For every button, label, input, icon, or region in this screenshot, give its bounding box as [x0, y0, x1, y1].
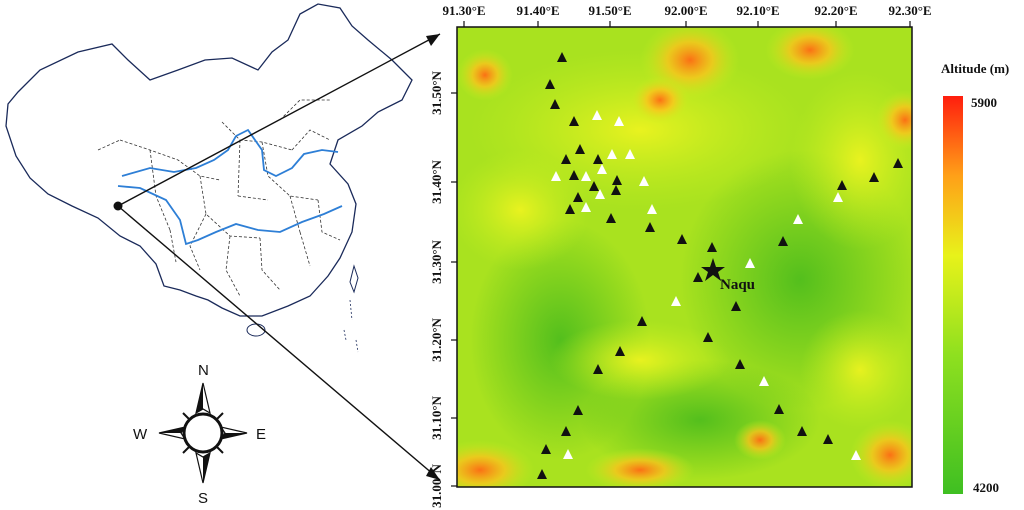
triangle-marker-icon [565, 204, 575, 214]
triangle-marker-icon [606, 213, 616, 223]
triangle-marker-icon [550, 99, 560, 109]
triangle-marker-icon [551, 171, 561, 181]
terrain-map [457, 27, 912, 487]
triangle-marker-icon [837, 180, 847, 190]
triangle-marker-icon [778, 236, 788, 246]
triangle-marker-icon [639, 176, 649, 186]
triangle-marker-icon [612, 175, 622, 185]
triangle-marker-icon [707, 242, 717, 252]
china-outline [5, 3, 413, 317]
compass-south-label: S [198, 490, 208, 507]
triangle-marker-icon [869, 172, 879, 182]
triangle-marker-icon [759, 376, 769, 386]
triangle-marker-icon [593, 364, 603, 374]
triangle-marker-icon [589, 181, 599, 191]
triangle-marker-icon [645, 222, 655, 232]
triangle-marker-icon [833, 192, 843, 202]
connector-arrow-bottom [117, 205, 441, 481]
triangle-marker-icon [731, 301, 741, 311]
triangle-marker-icon [569, 170, 579, 180]
triangle-marker-icon [595, 189, 605, 199]
longitude-tick-label: 92.00°E [664, 3, 707, 18]
triangle-marker-icon [592, 110, 602, 120]
latitude-tick-label: 31.30°N [429, 239, 444, 283]
triangle-marker-icon [593, 154, 603, 164]
latitude-tick-label: 31.50°N [429, 70, 444, 114]
latitude-tick-label: 31.10°N [429, 395, 444, 439]
latitude-axis: 31.50°N 31.40°N 31.30°N 31.20°N 31.10°N 31.00… [429, 70, 457, 508]
triangle-marker-icon [611, 185, 621, 195]
triangle-marker-icon [541, 444, 551, 454]
triangle-marker-icon [561, 426, 571, 436]
arrowhead-bottom [426, 467, 440, 480]
longitude-tick-label: 91.50°E [588, 3, 631, 18]
triangle-marker-icon [745, 258, 755, 268]
longitude-tick-label: 91.40°E [516, 3, 559, 18]
triangle-marker-icon [637, 316, 647, 326]
triangle-marker-icon [561, 154, 571, 164]
compass-north-label: N [198, 362, 209, 379]
triangle-marker-icon [597, 164, 607, 174]
triangle-marker-icon [735, 359, 745, 369]
star-icon [701, 258, 725, 281]
south-china-sea-islands [343, 299, 359, 353]
triangle-marker-icon [793, 214, 803, 224]
compass-ring [182, 412, 224, 454]
latitude-tick-label: 31.40°N [429, 159, 444, 203]
compass-east-label: E [256, 426, 266, 443]
triangle-marker-icon [893, 158, 903, 168]
legend-max-label: 5900 [971, 95, 997, 110]
triangle-marker-icon [677, 234, 687, 244]
triangle-marker-icon [557, 52, 567, 62]
triangle-marker-icon [569, 116, 579, 126]
longitude-tick-label: 92.20°E [814, 3, 857, 18]
zoom-connector-arrows [117, 33, 441, 481]
triangle-marker-icon [581, 171, 591, 181]
triangle-marker-icon [607, 149, 617, 159]
yellow-river [121, 128, 339, 178]
legend-color-bar [943, 96, 963, 494]
legend-title: Altitude (m) [941, 61, 1009, 76]
longitude-tick-label: 91.30°E [442, 3, 485, 18]
triangle-marker-icon [573, 192, 583, 202]
legend-min-label: 4200 [973, 480, 999, 495]
taiwan-island [349, 264, 359, 294]
triangle-marker-icon [671, 296, 681, 306]
triangle-marker-icon [537, 469, 547, 479]
triangle-marker-icon [615, 346, 625, 356]
map-frame [456, 26, 913, 488]
longitude-tick-label: 92.10°E [736, 3, 779, 18]
triangle-marker-icon [774, 404, 784, 414]
naqu-label: Naqu [720, 277, 755, 293]
arrowhead-top [426, 34, 440, 46]
compass-rose-icon: N S E W [133, 362, 266, 507]
triangle-marker-icon [647, 204, 657, 214]
triangle-marker-icon [797, 426, 807, 436]
triangle-marker-icon [581, 202, 591, 212]
triangle-marker-icon [614, 116, 624, 126]
triangle-marker-icon [625, 149, 635, 159]
triangle-marker-icon [573, 405, 583, 415]
triangle-marker-icon [693, 272, 703, 282]
yangtze-river [117, 185, 343, 246]
altitude-legend: Altitude (m) 5900 4200 [941, 61, 1009, 495]
china-overview-map [5, 3, 413, 353]
triangle-marker-icon [563, 449, 573, 459]
hainan-island [246, 323, 266, 337]
station-markers [537, 52, 903, 479]
triangle-marker-icon [545, 79, 555, 89]
longitude-tick-label: 92.30°E [888, 3, 931, 18]
compass-west-label: W [133, 426, 148, 443]
triangle-marker-icon [703, 332, 713, 342]
connector-arrow-top [117, 33, 441, 207]
latitude-tick-label: 31.00°N [429, 463, 444, 507]
longitude-axis: 91.30°E 91.40°E 91.50°E 92.00°E 92.10°E 92.20… [442, 3, 932, 27]
triangle-marker-icon [823, 434, 833, 444]
triangle-marker-icon [575, 144, 585, 154]
triangle-marker-icon [851, 450, 861, 460]
latitude-tick-label: 31.20°N [429, 317, 444, 361]
